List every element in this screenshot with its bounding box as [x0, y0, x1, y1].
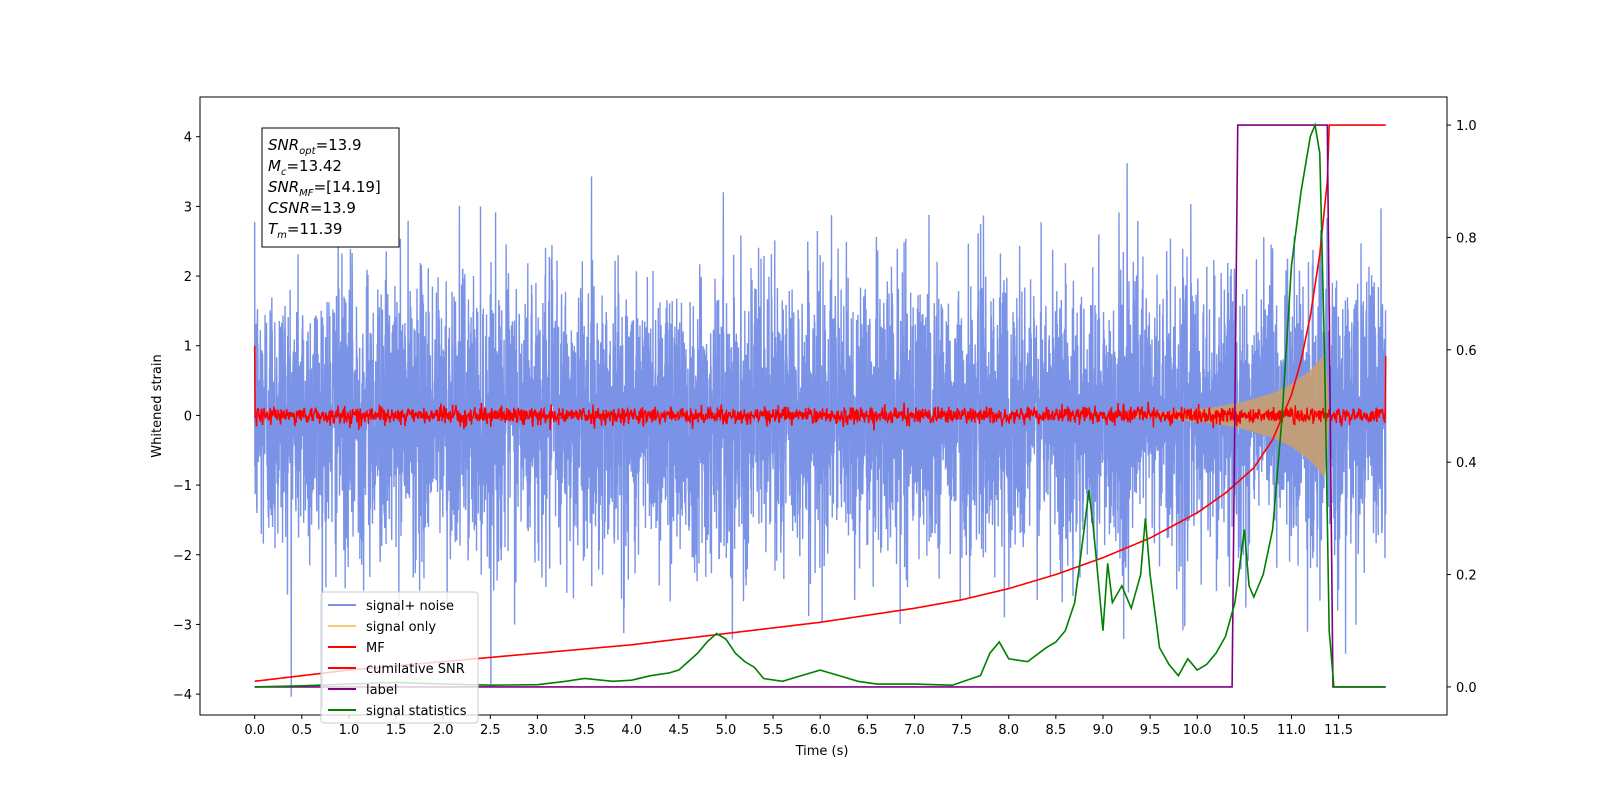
x-tick-label: 1.5 — [386, 723, 407, 738]
info-line: SNRMF=[14.19] — [268, 178, 381, 199]
y-tick-label: 2 — [184, 270, 192, 285]
y-axis-ticks: 4 3 2 1 0 −1 −2 −3 −4 — [173, 131, 200, 703]
info-box-frame — [261, 127, 400, 248]
legend-label: MF — [366, 641, 385, 656]
y-tick-label: −2 — [173, 549, 192, 564]
x-tick-label: 7.0 — [904, 723, 925, 738]
x-tick-label: 3.5 — [574, 723, 595, 738]
y-tick-label: −1 — [173, 479, 192, 494]
legend-label: label — [366, 683, 397, 698]
info-symbol: M — [268, 157, 281, 175]
y-tick-label: 0 — [184, 409, 192, 424]
x-tick-label: 6.0 — [810, 723, 831, 738]
y-tick-label: −4 — [173, 688, 192, 703]
y2-tick-label: 0.6 — [1456, 344, 1477, 359]
info-line: SNRopt=13.9 — [268, 136, 362, 157]
x-tick-label: 2.0 — [433, 723, 454, 738]
info-subscript: MF — [299, 188, 314, 199]
x-tick-label: 1.0 — [339, 723, 360, 738]
info-symbol: CSNR — [268, 199, 310, 217]
x-tick-label: 10.0 — [1183, 723, 1212, 738]
x-tick-label: 11.0 — [1277, 723, 1306, 738]
y2-tick-label: 1.0 — [1456, 119, 1477, 134]
y-tick-label: 4 — [184, 131, 192, 146]
info-box: SNRopt=13.9Mc=13.42SNRMF=[14.19]CSNR=13.… — [261, 127, 400, 248]
x-tick-label: 4.5 — [668, 723, 689, 738]
legend-frame — [320, 591, 479, 724]
x-tick-label: 6.5 — [857, 723, 878, 738]
info-subscript: m — [277, 230, 287, 241]
series-mf — [253, 345, 1387, 431]
legend-label: signal statistics — [366, 704, 467, 719]
x-tick-label: 10.5 — [1230, 723, 1259, 738]
legend-label: signal+ noise — [366, 599, 454, 614]
x-tick-label: 11.5 — [1324, 723, 1353, 738]
info-value: =13.9 — [316, 136, 362, 154]
y2-tick-label: 0.0 — [1456, 681, 1477, 696]
x-tick-label: 9.0 — [1093, 723, 1114, 738]
y-axis-label: Whitened strain — [150, 354, 165, 457]
info-line: CSNR=13.9 — [268, 199, 356, 217]
x-tick-label: 5.0 — [716, 723, 737, 738]
info-value: =13.9 — [310, 199, 356, 217]
y-tick-label: −3 — [173, 618, 192, 633]
y2-tick-label: 0.2 — [1456, 569, 1477, 584]
x-tick-label: 8.0 — [998, 723, 1019, 738]
info-subscript: opt — [299, 146, 316, 157]
x-tick-label: 0.5 — [291, 723, 312, 738]
legend-label: signal only — [366, 620, 436, 635]
y-tick-label: 3 — [184, 200, 192, 215]
x-axis-label: Time (s) — [795, 744, 849, 759]
x-tick-label: 7.5 — [951, 723, 972, 738]
x-tick-label: 4.0 — [621, 723, 642, 738]
y-tick-label: 1 — [184, 340, 192, 355]
x-tick-label: 5.5 — [763, 723, 784, 738]
info-symbol: T — [268, 220, 279, 238]
info-subscript: c — [281, 167, 287, 178]
info-line: Tm=11.39 — [268, 220, 342, 241]
series-signal-noise — [253, 163, 1387, 708]
x-tick-label: 2.5 — [480, 723, 501, 738]
x-tick-label: 9.5 — [1140, 723, 1161, 738]
info-line: Mc=13.42 — [268, 157, 342, 178]
legend: signal+ noise signal only MF cumilative SNR… — [320, 591, 479, 724]
info-symbol: SNR — [268, 178, 299, 196]
x-axis-ticks: 0.0 0.5 1.0 1.5 2.0 2.5 3.0 3.5 4.0 4.5 5.0 5.5 6.0 6… — [244, 715, 1353, 738]
x-tick-label: 8.5 — [1045, 723, 1066, 738]
plot-frame — [199, 96, 1448, 716]
info-symbol: SNR — [268, 136, 299, 154]
info-value: =13.42 — [286, 157, 342, 175]
x-tick-label: 0.0 — [244, 723, 265, 738]
series-signal-statistics — [254, 122, 1386, 688]
x-tick-label: 3.0 — [527, 723, 548, 738]
y2-tick-label: 0.8 — [1456, 231, 1477, 246]
y2-tick-label: 0.4 — [1456, 456, 1477, 471]
info-value: =11.39 — [287, 220, 343, 238]
y2-axis-ticks: 1.0 0.8 0.6 0.4 0.2 0.0 — [1447, 119, 1477, 696]
legend-label: cumilative SNR — [366, 662, 465, 677]
info-value: =[14.19] — [314, 178, 381, 196]
